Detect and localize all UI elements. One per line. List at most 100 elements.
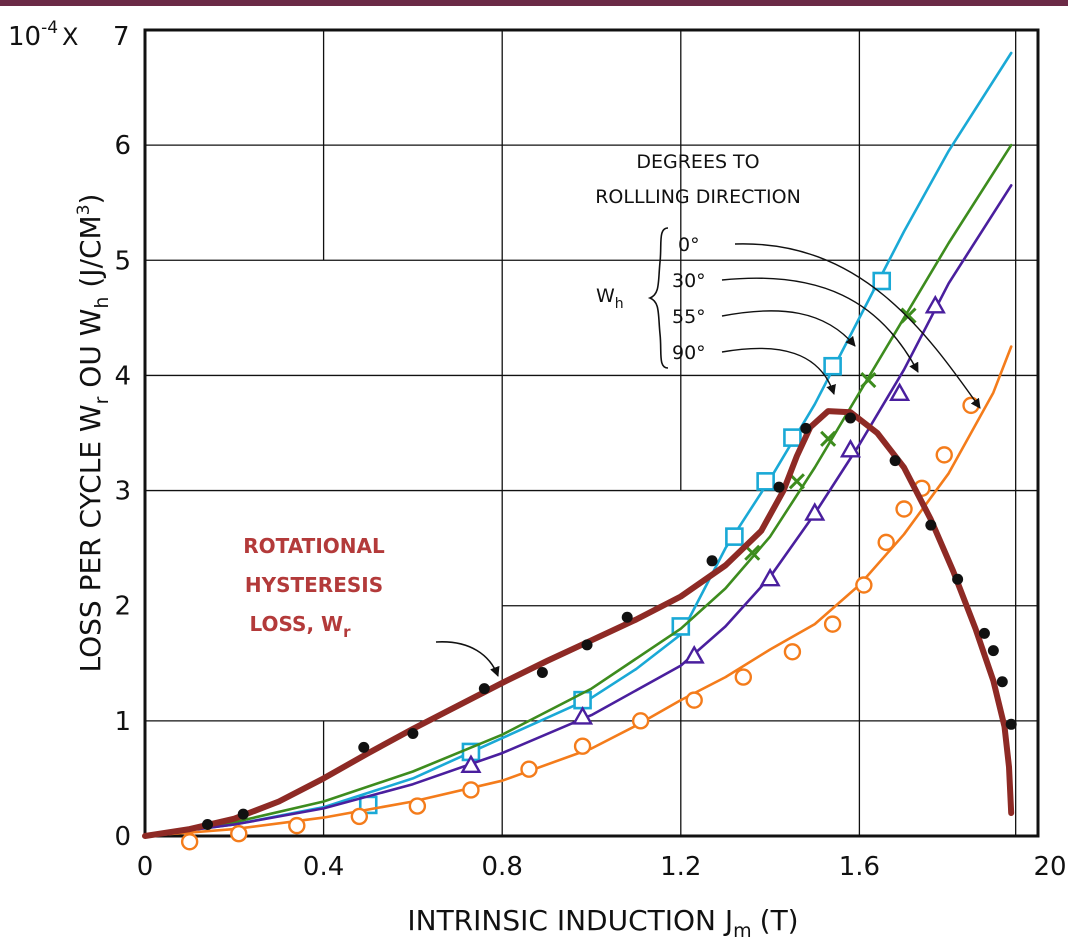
data-point-square — [756, 472, 775, 491]
data-point-x — [788, 473, 805, 490]
angle-arrow — [734, 243, 981, 409]
series-line — [143, 184, 1013, 838]
y-multiplier-x: X — [62, 23, 78, 51]
data-point-x — [860, 371, 877, 389]
y-tick-label: 1 — [114, 707, 131, 737]
wh-label-letter: W — [596, 285, 615, 307]
data-point-circle — [462, 781, 480, 799]
data-point-triangle — [683, 644, 705, 664]
data-point-circle — [783, 643, 802, 661]
data-point-triangle — [572, 705, 594, 725]
data-point-circle — [855, 576, 873, 594]
rotational-label-line: HYSTERESIS — [245, 573, 383, 597]
y-axis-title-part: r — [91, 396, 113, 404]
x-axis-title: INTRINSIC INDUCTION Jm (T) — [407, 904, 798, 942]
x-tick-label: 20 — [1033, 852, 1066, 882]
series-layer — [142, 51, 1017, 851]
top-border-bar — [0, 0, 1068, 6]
data-point-dot — [925, 519, 937, 531]
y-axis-title-part: (J/CM — [74, 215, 107, 296]
y-multiplier-exponent: -4 — [41, 18, 58, 38]
rotational-label-line: ROTATIONAL — [243, 534, 385, 558]
data-point-circle — [230, 824, 248, 843]
data-point-circle — [408, 797, 427, 815]
data-point-dot — [996, 676, 1008, 688]
data-point-dot — [478, 683, 490, 695]
data-point-dot — [1005, 718, 1017, 730]
data-point-dot — [800, 422, 812, 434]
data-point-circle — [734, 668, 753, 686]
data-point-x — [900, 307, 917, 324]
x-tick-label: 0.8 — [482, 852, 523, 882]
data-point-dot — [202, 818, 214, 830]
x-axis-title-subscript: m — [733, 920, 752, 942]
data-point-circle — [895, 500, 913, 518]
data-point-dot — [987, 645, 999, 657]
angle-label: 90° — [672, 342, 706, 364]
x-tick-label: 0.4 — [303, 852, 344, 882]
wh-label-subscript: h — [615, 296, 624, 312]
rotational-label-subscript: r — [343, 623, 351, 641]
data-point-circle — [573, 737, 592, 755]
y-tick-label: 4 — [114, 361, 131, 391]
x-tick-label: 1.6 — [839, 852, 880, 882]
y-tick-label: 5 — [114, 246, 131, 276]
y-axis-title-part: 3 — [74, 204, 94, 215]
data-point-circle — [520, 760, 538, 778]
y-tick-label: 2 — [114, 592, 131, 622]
data-point-circle — [685, 691, 703, 709]
data-point-triangle — [889, 382, 911, 402]
data-point-dot — [621, 611, 633, 623]
data-point-dot — [978, 627, 990, 639]
data-point-dot — [706, 555, 718, 567]
data-point-circle — [631, 712, 650, 730]
data-point-dot — [952, 573, 964, 585]
data-point-square — [823, 356, 842, 376]
y-multiplier: 10-4 X — [8, 18, 79, 52]
wh-brace — [647, 227, 669, 369]
angle-label: 0° — [678, 234, 700, 256]
y-axis-title: LOSS PER CYCLE Wr OU Wh (J/CM3) — [74, 194, 113, 673]
data-point-circle — [288, 816, 306, 835]
data-point-circle — [350, 807, 369, 826]
y-tick-label: 6 — [114, 131, 131, 161]
data-point-dot — [536, 666, 548, 678]
data-point-square — [783, 428, 802, 447]
series-wh-2 — [143, 184, 1013, 838]
data-point-dot — [407, 728, 419, 740]
data-point-triangle — [759, 567, 781, 587]
data-point-dot — [844, 412, 856, 424]
y-tick-label: 7 — [113, 22, 130, 52]
x-axis-title-unit: (T) — [760, 904, 799, 937]
series-wh-3 — [143, 345, 1013, 851]
data-point-square — [725, 527, 744, 546]
x-axis-title-text: INTRINSIC INDUCTION J — [407, 904, 733, 937]
angle-arrow — [721, 277, 919, 373]
angle-label: 30° — [672, 270, 706, 292]
annotations: DEGREES TO ROLLLING DIRECTION Wh 0° 30° 55° 90… — [243, 151, 981, 677]
x-tick-label: 0 — [137, 852, 154, 882]
data-point-dot — [581, 639, 593, 651]
data-point-dot — [773, 481, 785, 493]
data-point-triangle — [924, 294, 946, 314]
data-point-x — [820, 430, 837, 447]
y-tick-label: 0 — [114, 822, 131, 852]
data-point-dot — [237, 808, 249, 820]
axis-ticks: 0 0.4 0.8 1.2 1.6 20 0 1 2 3 4 5 6 7 — [113, 22, 1067, 882]
data-point-circle — [877, 533, 895, 552]
y-axis-title-part: h — [91, 297, 113, 309]
data-point-circle — [180, 833, 199, 851]
data-point-circle — [962, 396, 980, 415]
y-axis-title-part: OU W — [74, 309, 107, 397]
y-tick-label: 3 — [114, 477, 131, 507]
data-point-dot — [358, 741, 370, 753]
annotation-header-line: ROLLLING DIRECTION — [595, 186, 801, 208]
data-point-triangle — [839, 438, 862, 458]
data-point-triangle — [460, 754, 482, 773]
y-multiplier-base: 10 — [8, 22, 41, 52]
data-point-circle — [823, 615, 842, 633]
data-point-dot — [889, 455, 901, 467]
series-line — [143, 143, 1013, 838]
angle-arrow — [721, 310, 856, 347]
